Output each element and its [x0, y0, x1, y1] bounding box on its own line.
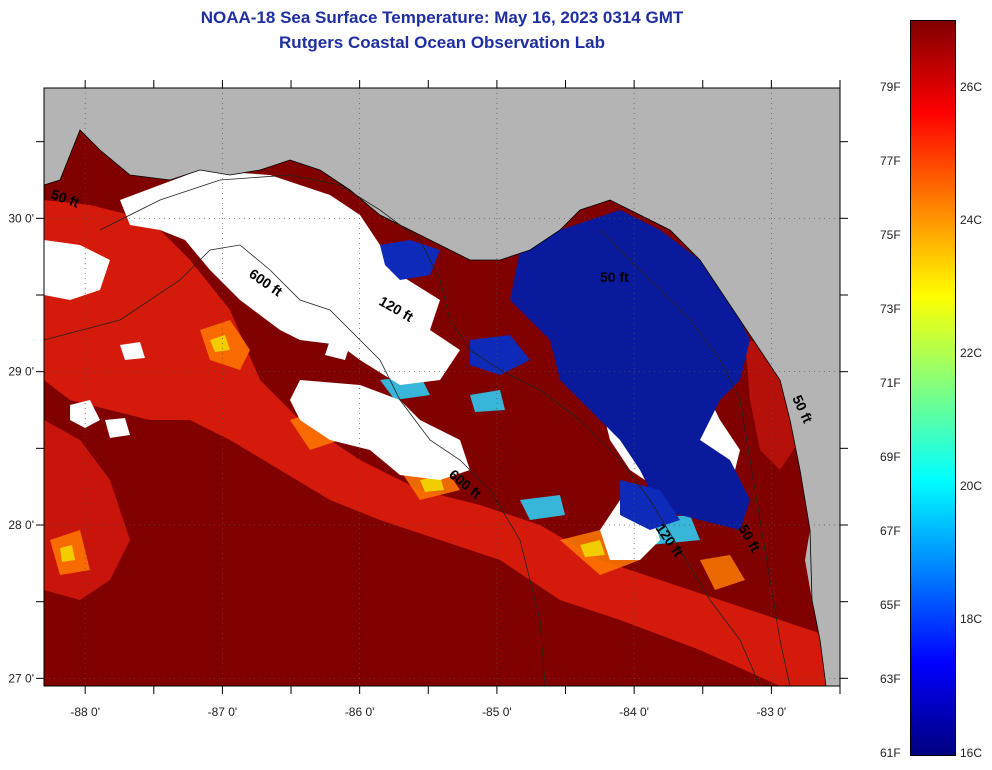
axis-ticks: -88 0' -87 0' -86 0' -85 0' -84 0' -83 0' 30 0… — [8, 80, 848, 719]
colorbar-label-fahrenheit: 69F — [880, 450, 901, 464]
land-north — [44, 88, 840, 530]
red-water-band — [44, 200, 840, 686]
colorbar-label-celsius: 22C — [960, 346, 983, 360]
map-frame — [43, 87, 841, 687]
colorbar-label-fahrenheit: 75F — [880, 228, 901, 242]
cold-water-patch — [380, 240, 680, 530]
cloud-region-nw — [44, 240, 110, 300]
lon-tick-label: -88 0' — [70, 705, 100, 719]
colorbar-label-celsius: 24C — [960, 213, 983, 227]
lon-tick-label: -87 0' — [208, 705, 238, 719]
map-subtitle: Rutgers Coastal Ocean Observation Lab — [279, 33, 605, 52]
lat-tick-label: 27 0' — [8, 671, 34, 685]
contour-600ft — [44, 244, 546, 686]
cloud-region-main — [120, 170, 460, 385]
colorbar-label-fahrenheit: 67F — [880, 524, 901, 538]
colorbar-label-fahrenheit: 79F — [880, 80, 901, 94]
contour-50ft — [599, 229, 791, 686]
map-image: 600 ft 120 ft 50 ft 600 ft 120 ft 50 ft … — [44, 88, 840, 686]
lon-tick-label: -83 0' — [757, 705, 787, 719]
land-big-bend-coast — [805, 530, 840, 686]
colorbar-label-fahrenheit: 61F — [880, 746, 901, 760]
contour-label-50ft-north: 50 ft — [600, 269, 629, 285]
map-title: NOAA-18 Sea Surface Temperature: May 16,… — [200, 8, 684, 27]
colorbar-label-fahrenheit: 65F — [880, 598, 901, 612]
colorbar-label-celsius: 20C — [960, 479, 983, 493]
color-scale-bar — [910, 20, 956, 756]
lat-tick-label: 29 0' — [8, 365, 34, 379]
colorbar-label-celsius: 18C — [960, 612, 983, 626]
lon-tick-label: -85 0' — [482, 705, 512, 719]
colorbar-label-fahrenheit: 71F — [880, 376, 901, 390]
lat-tick-label: 30 0' — [8, 211, 34, 225]
lon-tick-label: -84 0' — [619, 705, 649, 719]
contour-120ft — [99, 174, 761, 686]
colorbar-label-celsius: 16C — [960, 746, 983, 760]
lon-tick-label: -86 0' — [345, 705, 375, 719]
cold-water-apalachee-bay — [510, 210, 750, 530]
coastline — [44, 129, 827, 686]
cloud-region-center — [290, 380, 470, 480]
cyan-spots — [380, 375, 700, 545]
colorbar-label-fahrenheit: 77F — [880, 154, 901, 168]
colorbar-label-celsius: 26C — [960, 80, 983, 94]
colorbar-label-fahrenheit: 73F — [880, 302, 901, 316]
colorbar-label-fahrenheit: 63F — [880, 672, 901, 686]
lat-tick-label: 28 0' — [8, 518, 34, 532]
